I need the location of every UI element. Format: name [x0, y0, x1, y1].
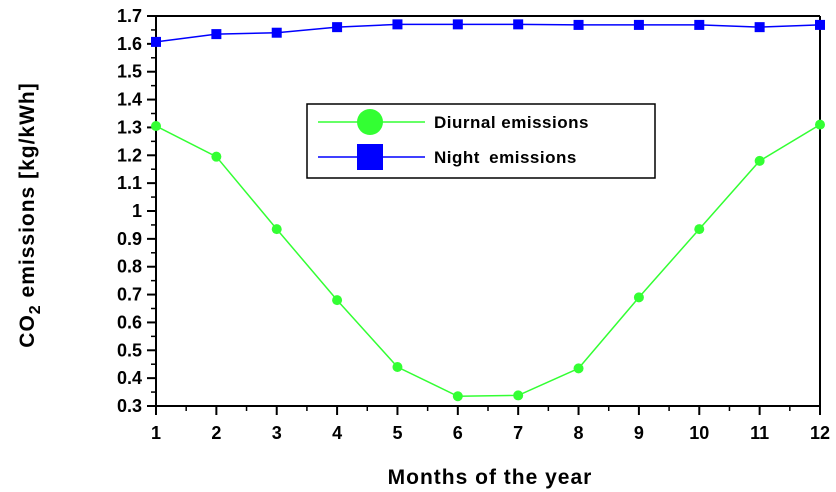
x-tick-label: 3: [272, 423, 282, 443]
data-point-diurnal: [151, 121, 161, 132]
legend-label-diurnal: Diurnal emissions: [434, 113, 589, 132]
y-tick-label: 1.6: [117, 34, 142, 54]
data-point-night: [633, 19, 644, 30]
data-point-night: [513, 19, 524, 30]
x-tick-label: 11: [750, 423, 769, 443]
y-tick-label: 1.4: [117, 90, 142, 110]
legend: Diurnal emissions Night emissions: [306, 103, 656, 179]
y-tick-label: 1.2: [117, 145, 142, 165]
y-tick-label: 0.5: [117, 340, 142, 360]
legend-entry-night: Night emissions: [318, 144, 577, 170]
data-point-night: [694, 19, 705, 30]
data-point-night: [815, 19, 825, 30]
data-point-diurnal: [392, 362, 403, 372]
y-tick-label: 1.3: [117, 117, 142, 137]
x-axis-title: Months of the year: [388, 466, 593, 489]
x-tick-label: 4: [332, 423, 342, 443]
y-tick-label: 0.9: [117, 229, 142, 249]
data-point-diurnal: [332, 295, 343, 306]
y-tick-label: 0.6: [117, 312, 142, 332]
x-tick-label: 8: [574, 423, 584, 443]
data-point-night: [271, 27, 282, 38]
x-tick-label: 1: [151, 423, 161, 443]
series-line-night: [155, 23, 821, 43]
x-tick-label: 9: [634, 423, 644, 443]
y-tick-label: 0.3: [117, 396, 142, 416]
legend-entry-diurnal: Diurnal emissions: [318, 109, 589, 135]
x-tick-label: 10: [689, 423, 709, 443]
x-tick-label: 6: [453, 423, 463, 443]
legend-marker-diurnal: [357, 109, 383, 135]
data-point-diurnal: [573, 363, 584, 374]
data-point-night: [332, 22, 343, 33]
data-point-night: [392, 19, 403, 30]
data-point-diurnal: [633, 292, 644, 303]
x-tick-label: 5: [392, 423, 402, 443]
y-axis-title: CO2 emissions [kg/kWh]: [16, 82, 44, 347]
x-tick-label: 7: [513, 423, 523, 443]
legend-label-night: Night emissions: [434, 148, 577, 167]
data-point-diurnal: [211, 151, 222, 162]
x-axis: 1 2 3 4 5 6 7 8 9 10 11 12: [151, 406, 830, 443]
data-point-diurnal: [513, 390, 524, 401]
y-tick-label: 1.7: [117, 6, 142, 26]
y-axis: 0.3 0.4 0.5 0.6 0.7 0.8 0.9 1 1.1 1.2 1.3 1.4 1.5 1.6…: [117, 6, 156, 416]
data-point-diurnal: [271, 224, 282, 235]
legend-marker-night: [357, 144, 383, 170]
y-tick-label: 0.7: [117, 285, 142, 305]
y-tick-label: 0.8: [117, 257, 142, 277]
data-point-night: [211, 29, 222, 40]
y-tick-label: 0.4: [117, 368, 142, 388]
data-point-night: [754, 22, 765, 33]
y-tick-label: 1.5: [117, 62, 142, 82]
plot-frame: [155, 15, 821, 407]
data-point-diurnal: [694, 224, 705, 235]
data-point-night: [452, 19, 463, 30]
data-point-diurnal: [452, 391, 463, 402]
data-point-diurnal: [815, 119, 825, 130]
data-point-night: [573, 19, 584, 30]
y-tick-label: 1.1: [117, 173, 142, 193]
series-line-diurnal: [155, 123, 821, 398]
y-tick-label: 1: [132, 201, 142, 221]
x-tick-label: 2: [211, 423, 221, 443]
x-tick-label: 12: [810, 423, 830, 443]
data-point-diurnal: [754, 155, 765, 166]
series-layer: [151, 19, 825, 402]
data-point-night: [151, 36, 161, 47]
